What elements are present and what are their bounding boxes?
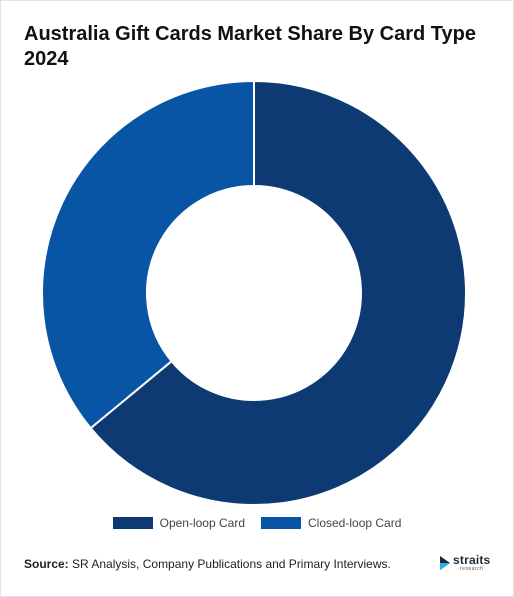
chart-legend: Open-loop Card Closed-loop Card <box>0 516 514 530</box>
brand-sub: research <box>460 566 484 572</box>
legend-swatch-open-loop <box>112 517 153 529</box>
legend-item-open-loop: Open-loop Card <box>112 516 245 530</box>
legend-label-open-loop: Open-loop Card <box>159 516 245 530</box>
legend-item-closed-loop: Closed-loop Card <box>261 516 401 530</box>
brand-logo: straits research <box>438 553 498 573</box>
source-label: Source: <box>24 557 69 571</box>
chart-title: Australia Gift Cards Market Share By Car… <box>24 23 476 70</box>
source-text: SR Analysis, Company Publications and Pr… <box>72 557 391 571</box>
donut-slice-closed-loop-card <box>41 79 255 430</box>
brand-name: straits <box>453 553 491 567</box>
legend-swatch-closed-loop <box>261 517 301 529</box>
donut-slices <box>41 79 467 506</box>
straits-logo-icon <box>440 556 450 570</box>
legend-label-closed-loop: Closed-loop Card <box>308 516 402 530</box>
donut-slice-open-loop-card <box>89 79 467 506</box>
source-note: Source: SR Analysis, Company Publication… <box>24 557 391 571</box>
